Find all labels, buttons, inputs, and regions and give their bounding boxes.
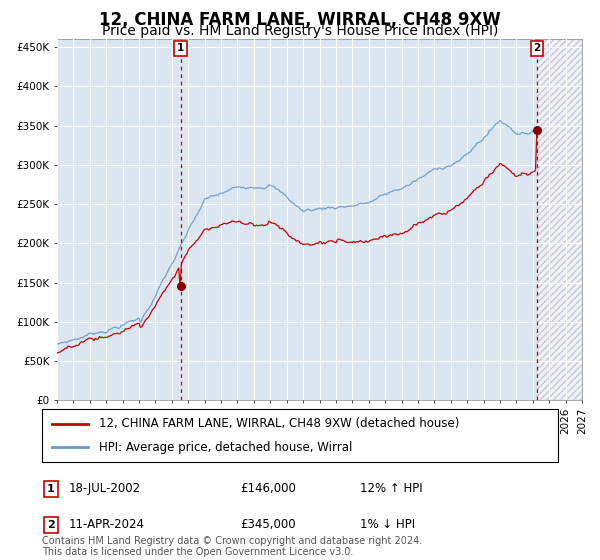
Text: £146,000: £146,000 xyxy=(240,482,296,496)
Bar xyxy=(537,39,582,400)
Text: 12, CHINA FARM LANE, WIRRAL, CH48 9XW: 12, CHINA FARM LANE, WIRRAL, CH48 9XW xyxy=(99,11,501,29)
Text: 1% ↓ HPI: 1% ↓ HPI xyxy=(360,518,415,531)
Text: 2: 2 xyxy=(533,43,541,53)
Text: 1: 1 xyxy=(177,43,184,53)
Text: 18-JUL-2002: 18-JUL-2002 xyxy=(69,482,141,496)
Text: 1: 1 xyxy=(47,484,55,494)
Text: 12, CHINA FARM LANE, WIRRAL, CH48 9XW (detached house): 12, CHINA FARM LANE, WIRRAL, CH48 9XW (d… xyxy=(99,417,459,430)
FancyBboxPatch shape xyxy=(42,409,558,462)
Text: £345,000: £345,000 xyxy=(240,518,296,531)
Text: HPI: Average price, detached house, Wirral: HPI: Average price, detached house, Wirr… xyxy=(99,441,352,454)
Bar xyxy=(537,39,582,400)
Text: Contains HM Land Registry data © Crown copyright and database right 2024.
This d: Contains HM Land Registry data © Crown c… xyxy=(42,535,422,557)
Text: 2: 2 xyxy=(47,520,55,530)
Text: 12% ↑ HPI: 12% ↑ HPI xyxy=(360,482,422,496)
Text: Price paid vs. HM Land Registry's House Price Index (HPI): Price paid vs. HM Land Registry's House … xyxy=(102,24,498,38)
Text: 11-APR-2024: 11-APR-2024 xyxy=(69,518,145,531)
